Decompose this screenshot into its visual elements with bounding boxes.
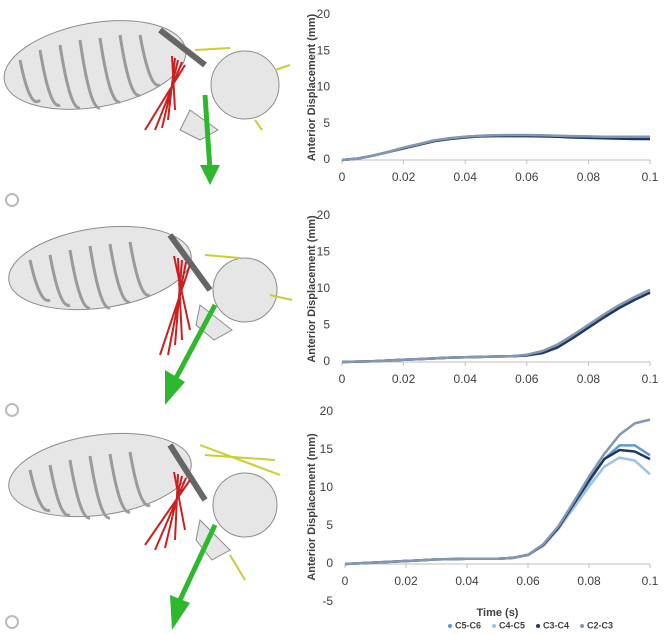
x-tick-label: 0.06 <box>516 574 540 588</box>
x-tick-label: 0.06 <box>515 372 539 386</box>
x-tick-label: 0.08 <box>577 170 601 184</box>
x-tick-label: 0.08 <box>577 372 601 386</box>
x-tick-label: 0.04 <box>454 372 478 386</box>
legend-label: C3-C4 <box>543 620 569 630</box>
x-tick-label: 0.02 <box>392 170 416 184</box>
skeleton-image <box>5 225 293 417</box>
series-line <box>344 456 651 566</box>
y-tick-label: 15 <box>317 245 331 259</box>
legend-label: C5-C6 <box>455 620 481 630</box>
series-line <box>344 418 651 566</box>
y-tick-label: 0 <box>323 354 330 368</box>
x-tick-label: 0.08 <box>577 574 601 588</box>
y-tick-label: 15 <box>317 43 331 57</box>
y-tick-label: 0 <box>323 152 330 166</box>
legend-marker <box>448 624 452 628</box>
y-tick-label: 5 <box>323 116 330 130</box>
x-tick-label: 0 <box>339 170 346 184</box>
skeleton-panels <box>3 20 293 630</box>
series-line <box>341 134 650 162</box>
legend-marker <box>536 624 541 628</box>
x-tick-label: 0 <box>339 372 346 386</box>
x-tick-label: 0.1 <box>642 372 659 386</box>
x-tick-label: 0.1 <box>642 574 659 588</box>
y-tick-label: 15 <box>320 442 334 456</box>
y-tick-label: 10 <box>317 80 331 94</box>
y-tick-label: 10 <box>317 281 331 295</box>
legend-marker <box>492 624 497 628</box>
x-tick-label: 0.04 <box>454 170 478 184</box>
y-tick-label: 20 <box>320 404 334 418</box>
x-tick-label: 0.02 <box>392 372 416 386</box>
y-axis-title: Anterior Displacement (mm) <box>306 433 318 581</box>
legend-marker <box>580 624 585 628</box>
legend-label: C4-C5 <box>499 620 525 630</box>
y-axis-title: Anterior Displacement (mm) <box>306 14 318 162</box>
y-tick-label: 20 <box>317 208 331 222</box>
y-tick-label: 0 <box>326 556 333 570</box>
x-tick-label: 0 <box>342 574 349 588</box>
y-tick-label: 10 <box>320 480 334 494</box>
y-tick-label: 20 <box>317 7 331 21</box>
series-line <box>341 289 651 364</box>
y-tick-label: 5 <box>323 318 330 332</box>
series-line <box>341 133 650 162</box>
series-line <box>341 288 651 364</box>
skeleton-image <box>3 20 291 207</box>
charts: 0 5 10 15 20 0 0.02 0.04 0.06 0.08 0.1 Anterior Dis… <box>306 7 659 630</box>
x-tick-label: 0.04 <box>455 574 479 588</box>
x-tick-label: 0.02 <box>394 574 418 588</box>
series-line <box>341 290 651 364</box>
y-tick-label: 5 <box>326 518 333 532</box>
skeleton-image <box>5 432 281 630</box>
series-line <box>341 291 651 364</box>
x-axis-title: Time (s) <box>477 607 519 619</box>
x-tick-label: 0.1 <box>642 170 659 184</box>
x-tick-label: 0.06 <box>515 170 539 184</box>
series-line <box>344 444 651 566</box>
y-tick-label: -5 <box>322 594 333 608</box>
legend-label: C2-C3 <box>587 620 613 630</box>
y-axis-title: Anterior Displacement (mm) <box>306 215 318 363</box>
